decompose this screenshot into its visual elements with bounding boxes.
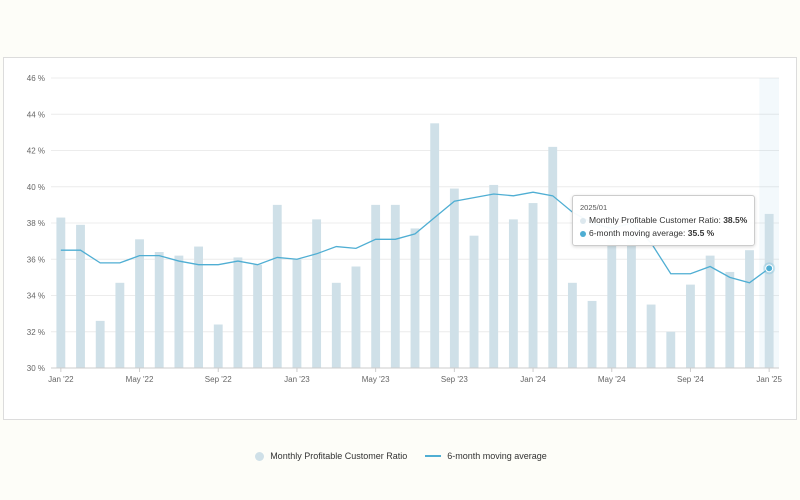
bar	[705, 255, 715, 368]
bar	[253, 264, 263, 368]
y-tick-label: 36 %	[27, 255, 45, 264]
legend-item-line[interactable]: 6-month moving average	[425, 451, 547, 461]
bar	[292, 259, 302, 368]
y-tick-label: 42 %	[27, 147, 45, 156]
y-tick-label: 44 %	[27, 110, 45, 119]
bar	[567, 282, 577, 368]
y-tick-label: 46 %	[27, 74, 45, 83]
bar	[76, 224, 85, 368]
bar	[410, 228, 420, 368]
y-tick-label: 32 %	[27, 328, 45, 337]
bar	[115, 282, 125, 368]
tooltip-line-dot	[580, 230, 586, 237]
legend: Monthly Profitable Customer Ratio 6-mont…	[4, 451, 798, 461]
bar	[725, 271, 735, 368]
x-tick-label: May '23	[362, 375, 390, 384]
bar	[469, 235, 479, 368]
bar	[528, 203, 538, 368]
bar	[371, 204, 381, 368]
hover-marker	[765, 264, 774, 273]
bar	[174, 255, 184, 368]
tooltip-date: 2025/01	[580, 203, 608, 212]
x-tick-label: May '24	[598, 375, 626, 384]
axis-layer: 30 % 32 % 34 % 36 % 38 % 40 % 42 % 44 % 46 % Jan …	[27, 74, 783, 384]
tooltip: 2025/01 Monthly Profitable Customer Rati…	[572, 195, 756, 246]
tooltip-bar-row: Monthly Profitable Customer Ratio: 38.5%	[580, 214, 747, 227]
chart-svg: 30 % 32 % 34 % 36 % 38 % 40 % 42 % 44 % 46 % Jan …	[27, 74, 783, 384]
x-tick-label: Jan '23	[284, 375, 310, 384]
bar	[154, 252, 164, 368]
bar	[430, 123, 440, 368]
bar	[213, 324, 223, 368]
bar	[449, 188, 459, 368]
bar	[233, 257, 243, 368]
bar	[489, 184, 499, 368]
x-tick-label: Jan '22	[48, 375, 74, 384]
bar	[666, 331, 676, 368]
y-tick-label: 40 %	[27, 183, 45, 192]
bar	[587, 300, 597, 368]
bar-layer	[56, 123, 774, 368]
x-tick-label: Sep '23	[441, 375, 468, 384]
tooltip-bar-dot	[580, 217, 586, 224]
legend-item-bars[interactable]: Monthly Profitable Customer Ratio	[255, 451, 407, 461]
bar	[135, 239, 144, 368]
x-tick-label: May '22	[126, 375, 154, 384]
tooltip-line-value: 35.5 %	[687, 228, 715, 238]
tooltip-line-label: 6-month moving average:	[589, 228, 686, 238]
bar	[627, 232, 636, 368]
legend-line-swatch	[425, 455, 442, 457]
bar	[764, 213, 774, 368]
x-tick-label: Sep '24	[677, 375, 704, 384]
x-tick-label: Sep '22	[205, 375, 232, 384]
bar	[646, 304, 656, 368]
tooltip-bar-label: Monthly Profitable Customer Ratio:	[589, 215, 721, 225]
bar	[745, 250, 754, 368]
x-tick-label: Jan '25	[756, 375, 782, 384]
bar	[548, 146, 558, 368]
bar	[95, 320, 105, 368]
bar	[351, 266, 361, 368]
y-tick-label: 38 %	[27, 219, 45, 228]
bar	[607, 223, 617, 368]
y-tick-label: 34 %	[27, 292, 45, 301]
bar	[686, 284, 695, 368]
bar	[331, 282, 341, 368]
bar	[56, 217, 66, 368]
bar	[390, 204, 400, 368]
bar	[194, 246, 203, 368]
legend-bar-swatch	[255, 451, 265, 461]
bar	[312, 219, 322, 368]
legend-line-label: 6-month moving average	[447, 451, 547, 461]
bar	[508, 219, 518, 368]
y-tick-label: 30 %	[27, 364, 45, 373]
tooltip-line-row: 6-month moving average: 35.5 %	[580, 227, 747, 240]
x-tick-label: Jan '24	[520, 375, 546, 384]
bar	[272, 204, 282, 368]
legend-bar-label: Monthly Profitable Customer Ratio	[270, 451, 408, 461]
tooltip-bar-value: 38.5%	[723, 215, 748, 225]
